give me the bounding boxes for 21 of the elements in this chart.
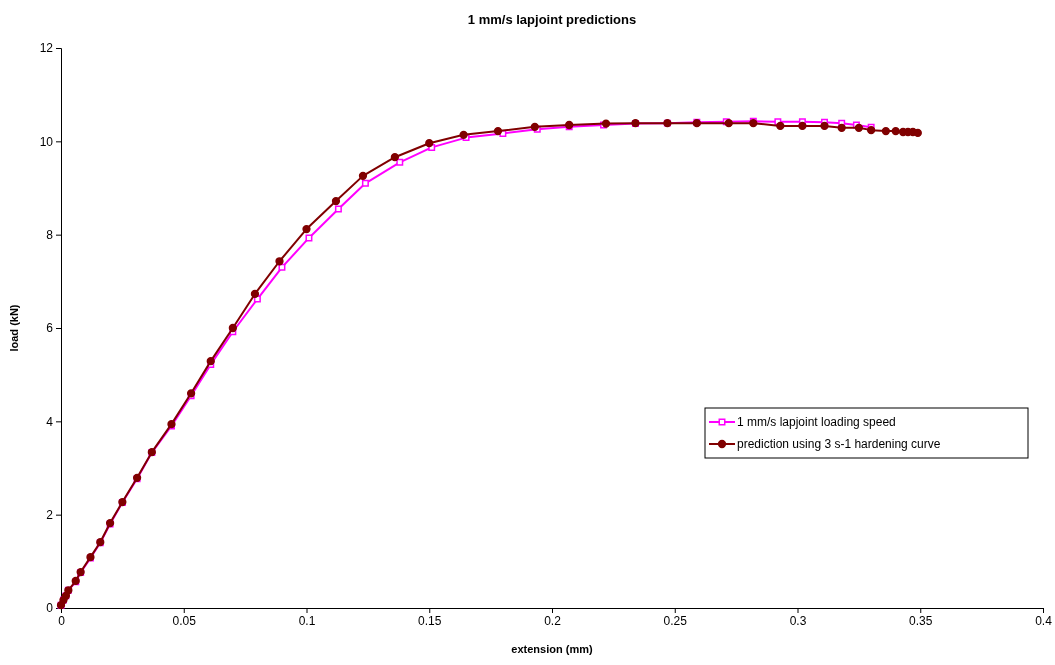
- y-tick-label: 8: [46, 228, 54, 243]
- x-tick-label: 0.1: [298, 613, 316, 628]
- y-tick-label: 6: [46, 321, 54, 336]
- y-tick-label: 4: [46, 414, 54, 429]
- x-tick-label: 0.3: [789, 613, 807, 628]
- y-tick-label: 2: [46, 508, 54, 523]
- y-tick-label: 10: [39, 134, 54, 149]
- legend-label: 1 mm/s lapjoint loading speed: [737, 415, 896, 429]
- x-tick-label: 0.2: [544, 613, 562, 628]
- legend-label: prediction using 3 s-1 hardening curve: [737, 437, 941, 451]
- y-tick-label: 0: [46, 601, 54, 616]
- x-tick-label: 0.35: [909, 613, 933, 628]
- x-axis-title: extension (mm): [511, 643, 593, 655]
- x-tick-label: 0.4: [1035, 613, 1053, 628]
- y-axis-title: load (kN): [8, 304, 20, 352]
- y-tick-label: 12: [39, 41, 54, 56]
- x-tick-label: 0.05: [172, 613, 197, 628]
- chart-title: 1 mm/s lapjoint predictions: [467, 12, 637, 27]
- x-tick-label: 0: [58, 613, 66, 628]
- x-tick-label: 0.15: [418, 613, 442, 628]
- x-tick-label: 0.25: [663, 613, 688, 628]
